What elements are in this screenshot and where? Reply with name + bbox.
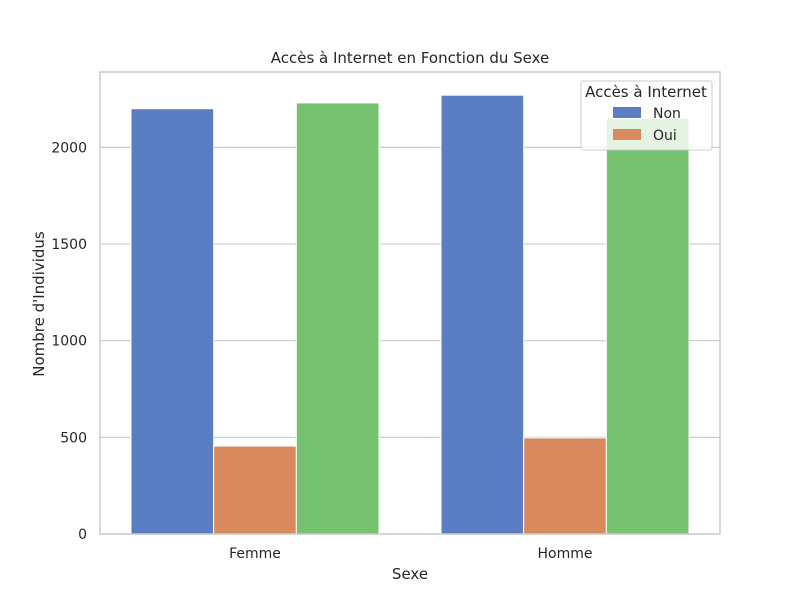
legend-label-oui: Oui <box>653 128 677 144</box>
plot-frame <box>99 71 721 535</box>
y-tick-label-0: 0 <box>78 527 87 543</box>
bar-series2-femme <box>295 102 380 535</box>
bar-series0-femme <box>130 108 215 535</box>
y-tick-label-3: 1500 <box>51 237 87 253</box>
plot-area: Femme Homme 0 500 1000 1500 2000 <box>51 71 721 562</box>
legend-swatch-oui <box>613 129 641 140</box>
bar-series2-homme <box>605 117 690 535</box>
chart-title: Accès à Internet en Fonction du Sexe <box>271 49 550 67</box>
legend-swatch-non <box>613 107 641 118</box>
legend-title: Accès à Internet <box>585 83 707 101</box>
y-axis-label: Nombre d'Individus <box>30 231 48 377</box>
bar-series1-homme <box>523 437 607 535</box>
y-tick-label-1: 500 <box>60 430 87 446</box>
x-tick-label-0: Femme <box>229 546 281 562</box>
legend-label-non: Non <box>653 106 681 122</box>
bar-series0-homme <box>440 94 525 535</box>
y-tick-label-2: 1000 <box>51 334 87 350</box>
bar-series1-femme <box>213 445 297 535</box>
legend: Accès à Internet Non Oui <box>580 80 713 151</box>
x-axis-label: Sexe <box>392 565 428 583</box>
x-tick-label-1: Homme <box>538 546 593 562</box>
y-tick-label-4: 2000 <box>51 140 87 156</box>
